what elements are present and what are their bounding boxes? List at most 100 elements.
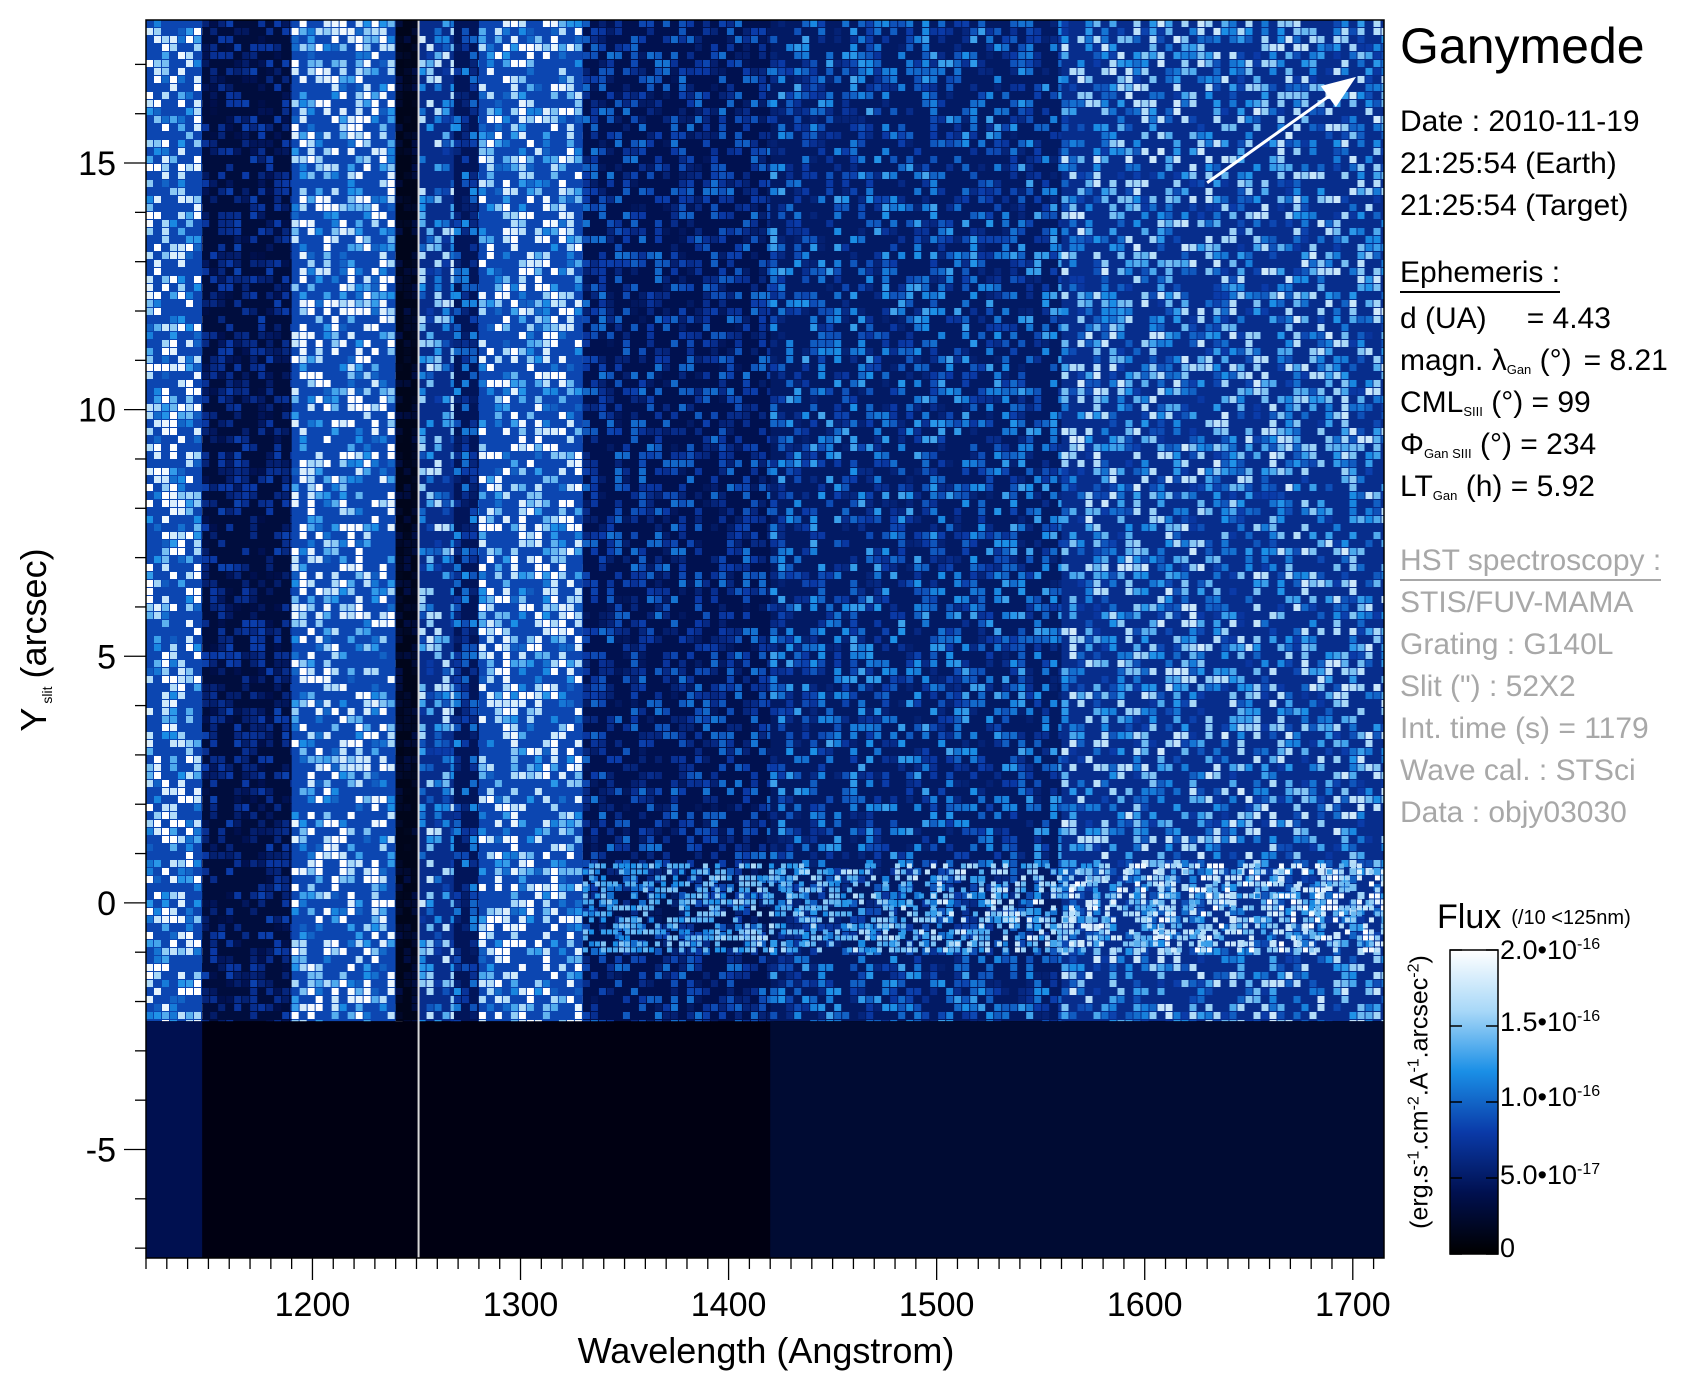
heatmap-cell	[494, 524, 502, 531]
heatmap-cell	[379, 636, 387, 643]
heatmap-cell	[590, 52, 598, 59]
heatmap-cell	[387, 100, 395, 107]
heatmap-cell	[234, 596, 242, 603]
heatmap-cell	[234, 148, 242, 155]
heatmap-cell	[510, 772, 518, 779]
heatmap-cell	[242, 460, 250, 467]
heatmap-cell	[218, 620, 226, 627]
heatmap-cell	[478, 868, 486, 875]
heatmap-cell	[387, 20, 395, 27]
heatmap-cell	[218, 372, 226, 379]
heatmap-cell	[274, 148, 282, 155]
heatmap-cell	[622, 180, 630, 187]
heatmap-cell	[582, 164, 590, 171]
heatmap-cell	[162, 252, 169, 259]
heatmap-cell	[250, 156, 258, 163]
heatmap-cell	[355, 612, 363, 619]
heatmap-cell	[154, 36, 161, 43]
heatmap-cell	[461, 884, 469, 891]
heatmap-cell	[630, 604, 638, 611]
heatmap-cell	[418, 820, 426, 827]
heatmap-cell	[510, 420, 518, 427]
heatmap-cell	[418, 940, 426, 947]
heatmap-cell	[638, 420, 646, 427]
heatmap-cell	[590, 500, 598, 507]
heatmap-cell	[550, 220, 558, 227]
heatmap-cell	[558, 964, 566, 971]
heatmap-cell	[646, 332, 654, 339]
heatmap-cell	[387, 164, 395, 171]
heatmap-cell	[274, 948, 282, 955]
heatmap-cell	[162, 596, 169, 603]
heatmap-cell	[518, 652, 526, 659]
heatmap-cell	[478, 948, 486, 955]
heatmap-cell	[622, 476, 630, 483]
heatmap-cell	[194, 436, 201, 443]
heatmap-cell	[379, 588, 387, 595]
heatmap-cell	[510, 60, 518, 67]
heatmap-cell	[355, 996, 363, 1003]
heatmap-cell	[274, 884, 282, 891]
heatmap-cell	[654, 348, 662, 355]
heatmap-cell	[574, 836, 582, 843]
heatmap-cell	[494, 572, 502, 579]
heatmap-cell	[170, 396, 177, 403]
heatmap-cell	[558, 612, 566, 619]
heatmap-cell	[518, 820, 526, 827]
heatmap-cell	[638, 388, 646, 395]
heatmap-cell	[242, 100, 250, 107]
heatmap-cell	[418, 708, 426, 715]
heatmap-cell	[154, 956, 161, 963]
heatmap-cell	[518, 804, 526, 811]
heatmap-cell	[510, 548, 518, 555]
heatmap-cell	[598, 364, 606, 371]
heatmap-cell	[266, 188, 274, 195]
heatmap-cell	[494, 988, 502, 995]
heatmap-cell	[355, 468, 363, 475]
heatmap-cell	[331, 820, 339, 827]
heatmap-cell	[550, 228, 558, 235]
heatmap-cell	[566, 308, 574, 315]
heatmap-cell	[178, 68, 185, 75]
heatmap-cell	[274, 772, 282, 779]
heatmap-cell	[670, 252, 678, 259]
heatmap-cell	[494, 876, 502, 883]
heatmap-cell	[558, 20, 566, 27]
heatmap-cell	[266, 796, 274, 803]
heatmap-cell	[502, 140, 510, 147]
heatmap-cell	[574, 772, 582, 779]
heatmap-cell	[426, 524, 434, 531]
heatmap-cell	[258, 500, 266, 507]
heatmap-cell	[566, 324, 574, 331]
heatmap-cell	[395, 396, 403, 403]
heatmap-cell	[218, 772, 226, 779]
heatmap-cell	[258, 772, 266, 779]
heatmap-cell	[526, 900, 534, 907]
heatmap-cell	[654, 868, 662, 875]
heatmap-cell	[403, 772, 411, 779]
heatmap-cell	[418, 252, 426, 259]
heatmap-cell	[526, 836, 534, 843]
heatmap-cell	[638, 68, 646, 75]
heatmap-cell	[194, 404, 201, 411]
heatmap-cell	[210, 812, 218, 819]
heatmap-cell	[566, 460, 574, 467]
heatmap-cell	[395, 564, 403, 571]
heatmap-cell	[242, 932, 250, 939]
heatmap-cell	[178, 676, 185, 683]
heatmap-cell	[534, 236, 542, 243]
heatmap-cell	[566, 852, 574, 859]
heatmap-cell	[582, 116, 590, 123]
heatmap-cell	[371, 420, 379, 427]
heatmap-cell	[218, 484, 226, 491]
heatmap-cell	[550, 940, 558, 947]
heatmap-cell	[170, 764, 177, 771]
heatmap-cell	[315, 796, 323, 803]
heatmap-cell	[194, 156, 201, 163]
heatmap-cell	[598, 36, 606, 43]
heatmap-cell	[526, 796, 534, 803]
heatmap-cell	[291, 340, 299, 347]
heatmap-cell	[339, 292, 347, 299]
heatmap-cell	[355, 644, 363, 651]
heatmap-cell	[622, 108, 630, 115]
